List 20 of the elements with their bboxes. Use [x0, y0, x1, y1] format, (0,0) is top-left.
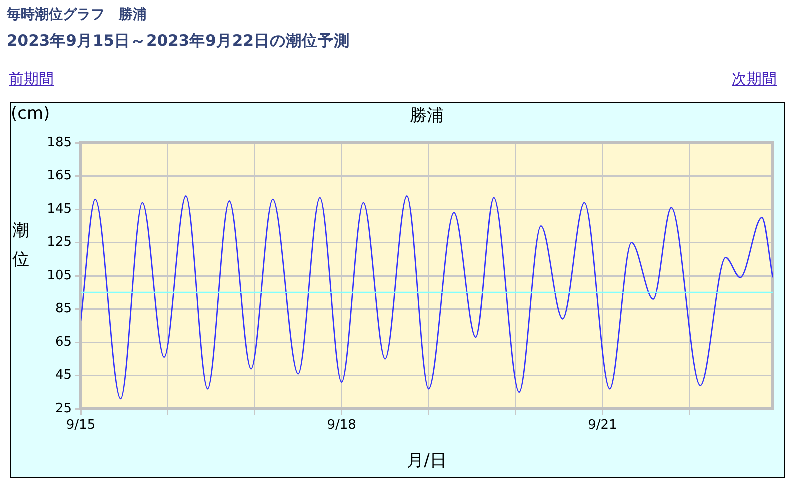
y-tick-label: 25 — [55, 401, 72, 416]
text: 勝浦 — [410, 106, 444, 126]
y-tick-label: 165 — [47, 168, 72, 184]
x-tick-label: 9/21 — [588, 418, 618, 434]
y-tick-label: 65 — [55, 334, 72, 350]
y-axis-title: 潮位 — [12, 220, 30, 270]
text: 次期間 — [732, 70, 777, 89]
y-tick-label: 105 — [47, 268, 72, 284]
y-tick-label: 45 — [55, 368, 72, 384]
y-tick-label: 185 — [47, 135, 72, 150]
y-tick-label: 145 — [47, 202, 72, 217]
x-axis-title: 月/日 — [407, 450, 447, 471]
text: 前期間 — [9, 70, 54, 89]
chart-title: 毎時潮位グラフ 勝浦 — [7, 6, 147, 24]
y-tick-label: 125 — [47, 235, 72, 250]
y-tick-label: 85 — [55, 302, 72, 317]
x-tick-label: 9/18 — [327, 418, 356, 434]
text: (cm) — [11, 104, 50, 124]
chart-subtitle: 2023年9月15日～2023年9月22日の潮位予測 — [7, 31, 350, 52]
x-tick-label: 9/15 — [66, 418, 96, 434]
